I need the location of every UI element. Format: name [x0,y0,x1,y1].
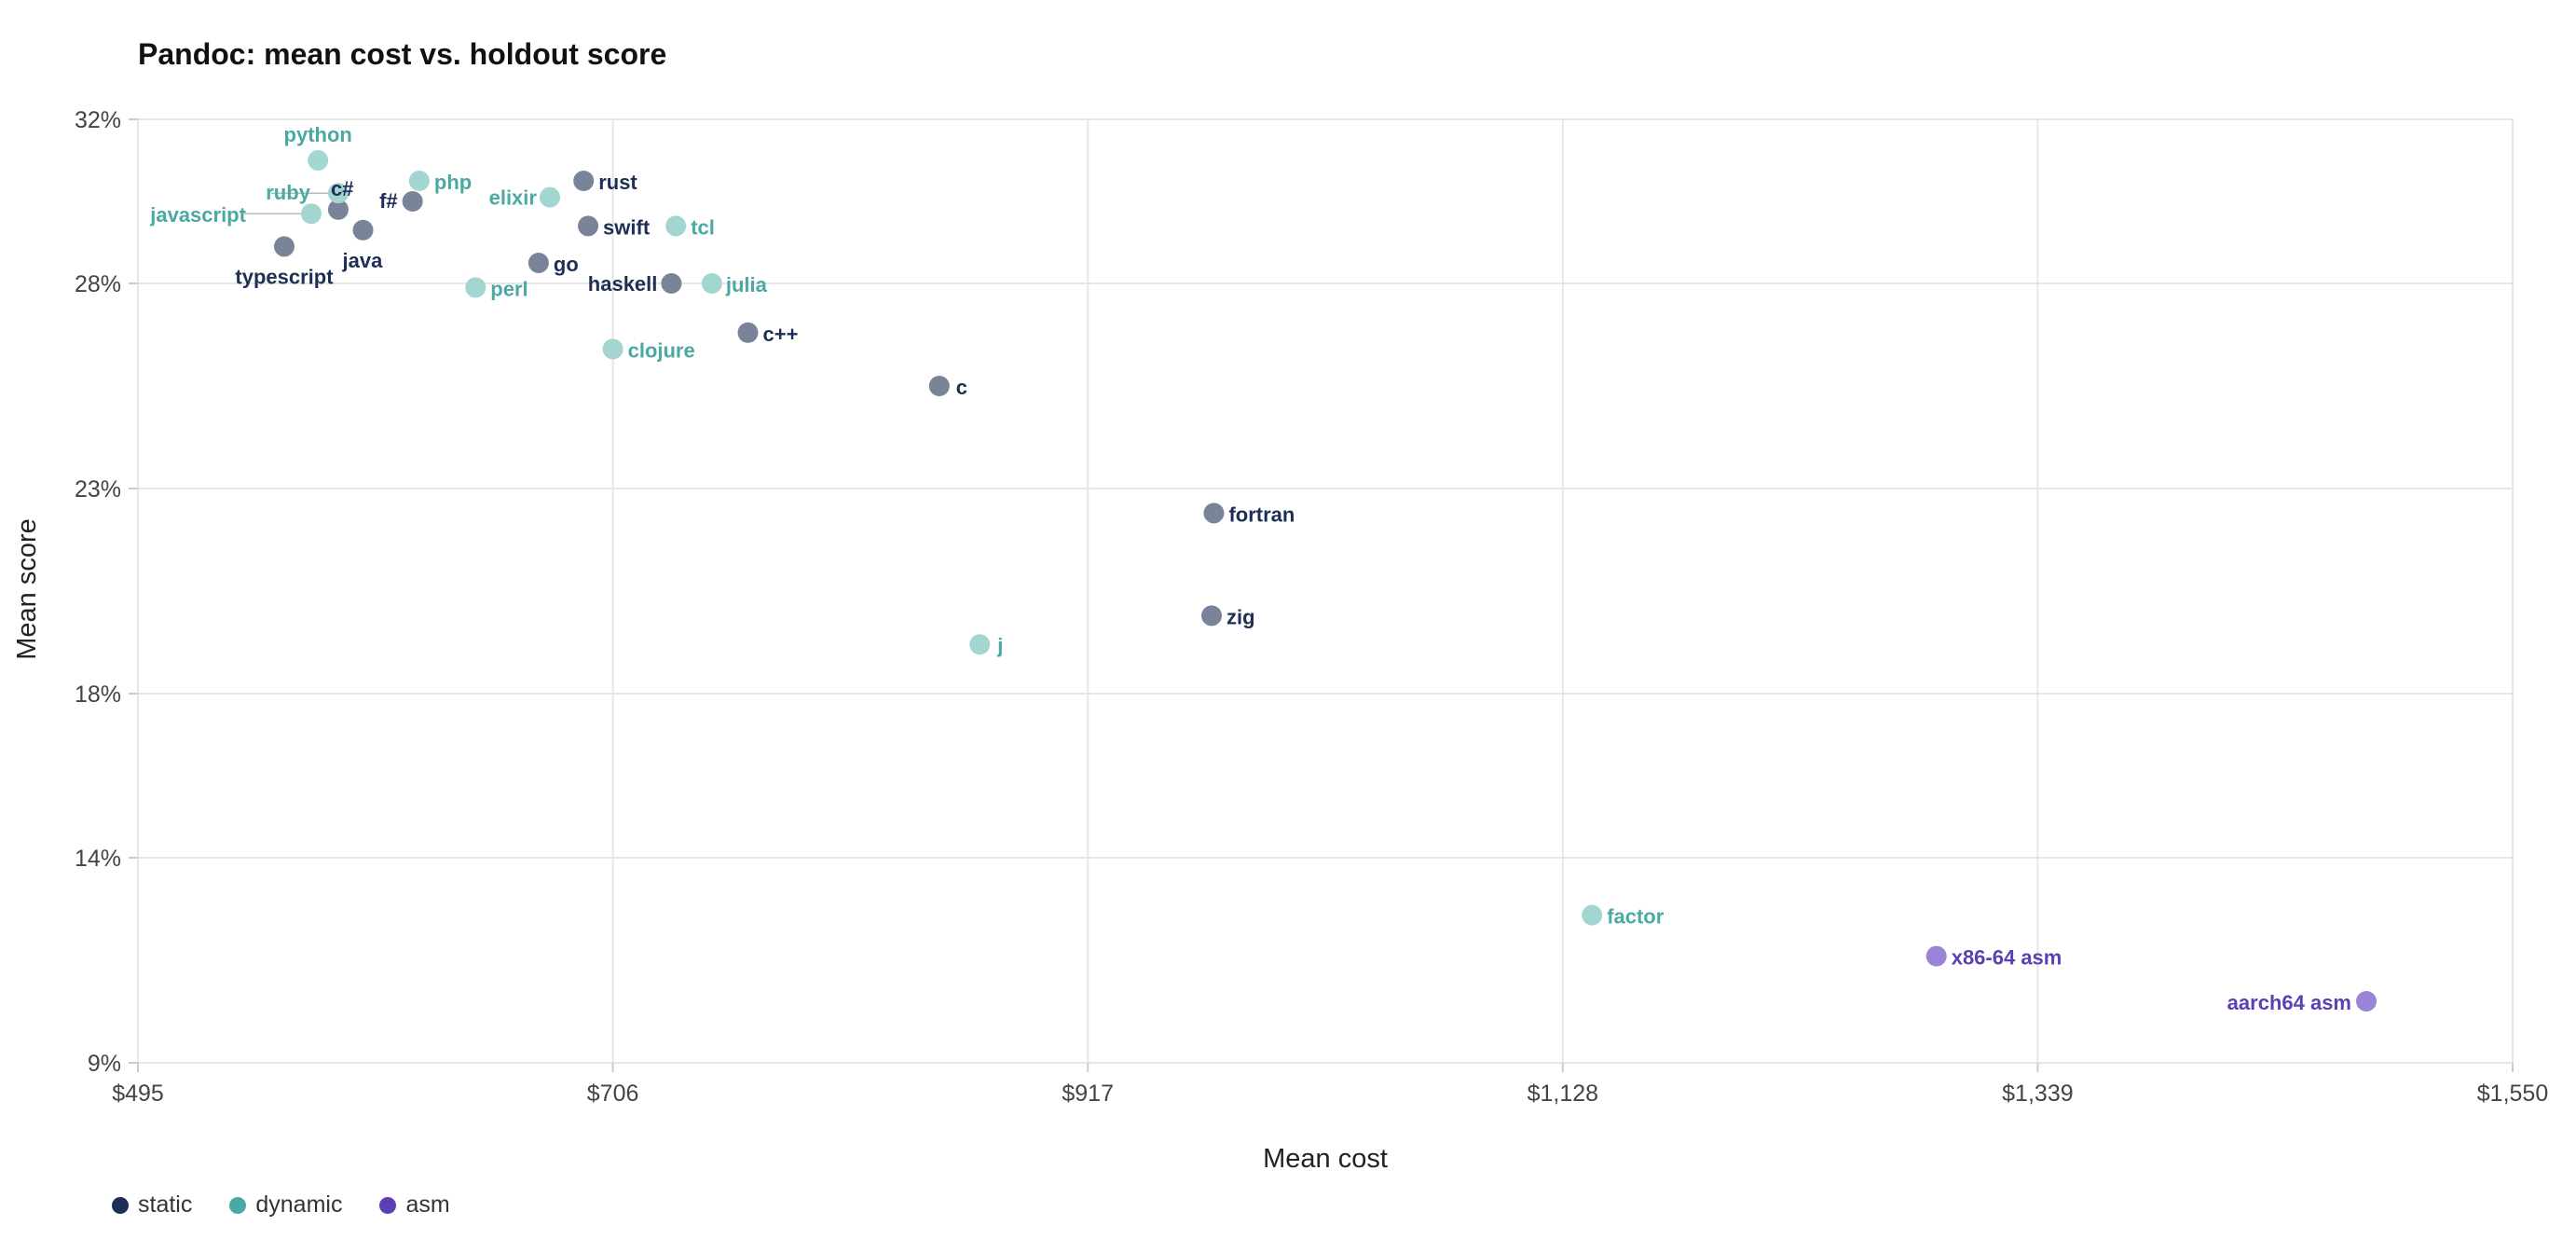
point-elixir[interactable] [539,186,560,208]
point-tcl[interactable] [665,215,687,237]
y-tick-label: 32% [75,107,121,133]
point-typescript[interactable] [273,236,295,257]
x-tick-label: $1,550 [2477,1081,2548,1107]
x-tick-label: $495 [112,1081,164,1107]
point-label: rust [598,171,637,194]
x-tick-label: $1,128 [1528,1081,1598,1107]
point-label: c++ [763,323,799,346]
point-php[interactable] [408,171,430,191]
point-label: c# [331,177,353,200]
y-axis-label: Mean score [12,518,42,660]
plot-frame [137,118,2514,1064]
point-label: fortran [1228,503,1295,526]
point-label: aarch64 asm [2227,991,2351,1014]
y-tick-label: 14% [75,846,121,872]
point-haskell[interactable] [661,273,682,294]
legend-label-static: static [138,1191,193,1218]
axis-ticks: $495 $706 $917 $1,128 $1,339 $1,550 9% 14% 18% 23… [75,107,2548,1107]
point-rust[interactable] [573,171,595,191]
y-tick-label: 23% [75,476,121,503]
legend-item-asm[interactable]: asm [379,1191,450,1219]
point-x86-64-asm[interactable] [1925,945,1947,967]
y-tick-label: 18% [75,682,121,708]
point-python[interactable] [308,150,329,171]
point-c[interactable] [928,376,950,396]
point-fortran[interactable] [1203,503,1225,524]
point-label: j [996,634,1003,657]
point-label: factor [1607,905,1665,929]
point-j[interactable] [969,634,991,655]
point-label: julia [725,273,768,296]
legend: static dynamic asm [112,1191,450,1219]
point-go[interactable] [528,253,549,273]
point-javascript[interactable] [300,203,322,225]
point-ruby[interactable] [327,183,349,204]
x-tick-label: $706 [587,1081,639,1107]
point-label: c [956,376,967,399]
legend-swatch-static [112,1196,129,1214]
x-tick-label: $1,339 [2002,1081,2073,1107]
leader-lines [243,192,329,214]
grid-lines [137,118,2514,1064]
point-label: clojure [628,338,695,362]
point-aarch64-asm[interactable] [2356,991,2377,1012]
point-julia[interactable] [701,273,722,294]
point-label: python [284,123,352,146]
data-points [273,150,2377,1012]
point-clojure[interactable] [602,338,623,360]
point-labels: c# f# java typescript go rust swift haskell c++ c… [149,123,2351,1014]
legend-label-dynamic: dynamic [255,1191,343,1218]
point-label: ruby [266,181,310,204]
point-label: perl [490,277,528,300]
y-tick-label: 28% [75,271,121,297]
point-label: swift [603,215,651,239]
point-label: typescript [235,265,334,288]
x-tick-label: $917 [1062,1081,1114,1107]
point-label: php [434,171,472,194]
point-label: java [342,249,384,272]
point-label: zig [1226,605,1255,628]
point-label: javascript [149,203,246,227]
point-c-[interactable] [327,199,349,220]
legend-label-asm: asm [405,1191,450,1218]
point-label: elixir [489,186,538,210]
legend-item-dynamic[interactable]: dynamic [229,1191,342,1219]
point-label: haskell [588,272,658,296]
chart-title: Pandoc: mean cost vs. holdout score [138,37,667,71]
point-label: f# [379,189,398,213]
point-perl[interactable] [465,277,486,298]
y-tick-label: 9% [88,1051,121,1077]
legend-item-static[interactable]: static [112,1191,192,1219]
point-label: tcl [691,215,715,239]
point-zig[interactable] [1201,605,1223,626]
point-label: go [554,253,579,276]
x-axis-label: Mean cost [1263,1144,1388,1174]
point-c-[interactable] [737,322,759,343]
point-label: x86-64 asm [1952,946,2062,970]
point-f-[interactable] [402,191,423,212]
point-java[interactable] [352,219,374,241]
legend-swatch-dynamic [229,1196,247,1214]
point-swift[interactable] [578,215,599,237]
point-factor[interactable] [1582,904,1603,926]
legend-swatch-asm [379,1196,397,1214]
